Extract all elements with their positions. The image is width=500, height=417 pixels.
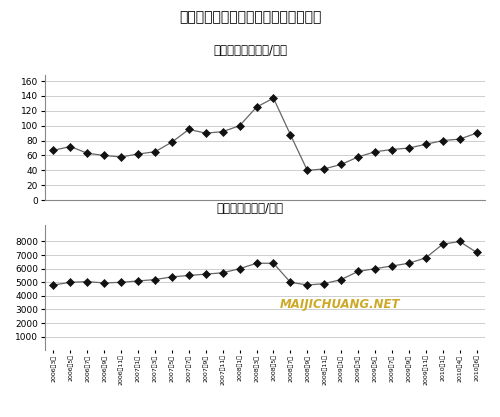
Text: 国际原油价（美元/桶）: 国际原油价（美元/桶） — [213, 44, 287, 57]
Text: 国内汽油价（元/吨）: 国内汽油价（元/吨） — [216, 202, 284, 215]
Text: MAIJICHUANG.NET: MAIJICHUANG.NET — [280, 298, 400, 311]
Text: 国内成品油与国际原油价格同时间走势: 国内成品油与国际原油价格同时间走势 — [179, 10, 321, 25]
